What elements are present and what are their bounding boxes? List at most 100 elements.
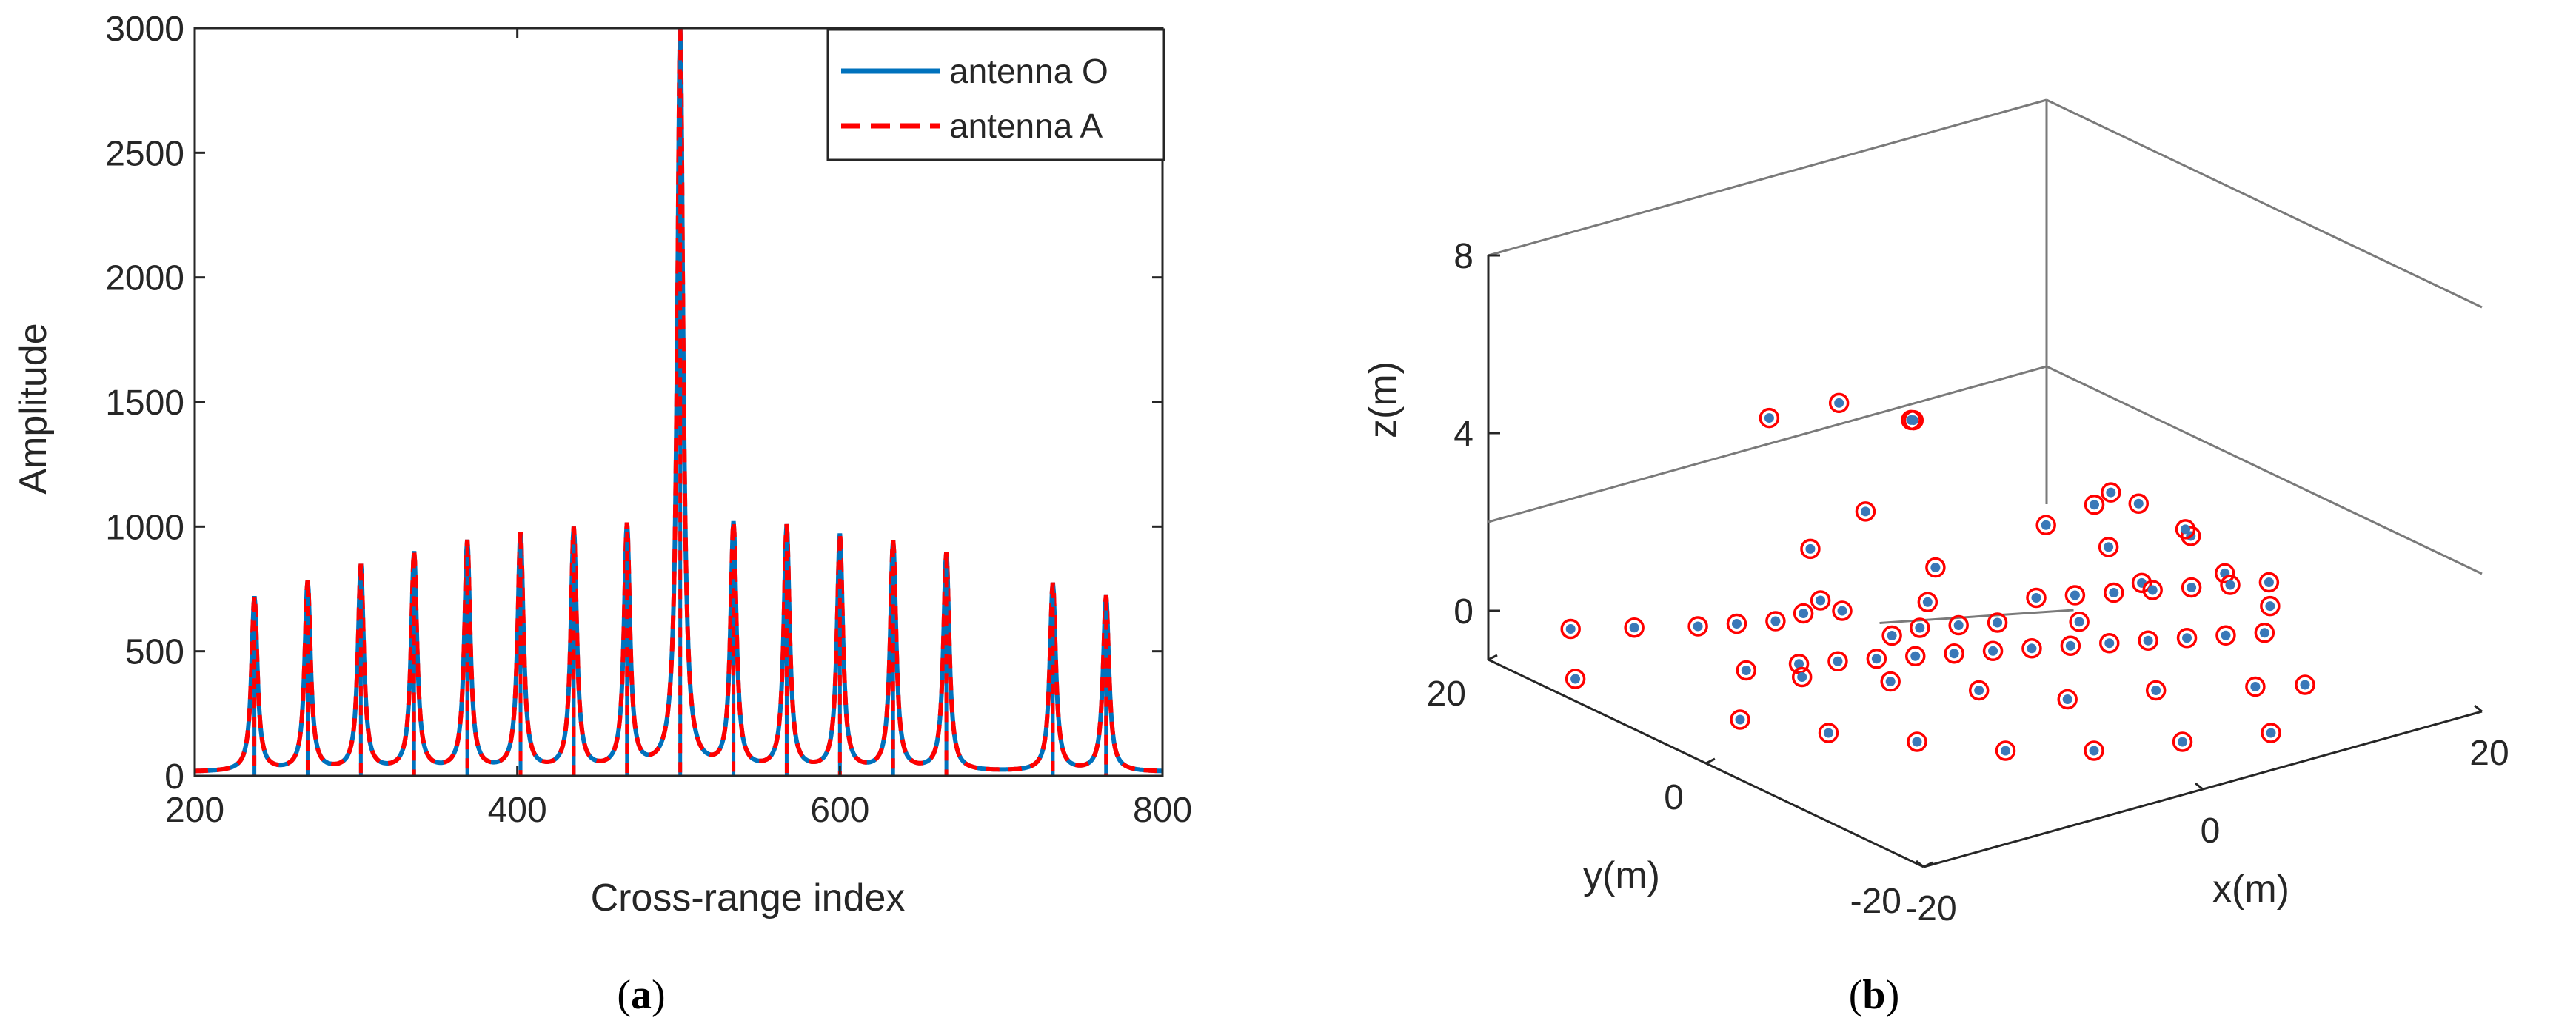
b-y-axis-label: y(m): [1583, 854, 1660, 897]
b-point-antenna-o: [2187, 583, 2197, 592]
b-point-antenna-a: [1880, 671, 1901, 692]
b-point-antenna-a: [2021, 638, 2042, 659]
b-point-antenna-a: [1759, 407, 1780, 429]
b-point-antenna-a: [2260, 595, 2281, 617]
b-point-antenna-a: [2215, 563, 2235, 584]
a-x-tick-label: 800: [1133, 791, 1192, 830]
a-x-tick-label: 200: [165, 791, 224, 830]
a-y-tick-label: 3000: [105, 10, 184, 49]
b-point-antenna-o: [1860, 506, 1870, 517]
b-point-antenna-a: [1800, 538, 1821, 560]
b-point-antenna-a: [2142, 580, 2163, 600]
b-3d-box: [1487, 98, 2483, 868]
b-point-antenna-o: [2143, 635, 2153, 646]
b-point-antenna-o: [2265, 601, 2275, 612]
a-legend-box: [826, 28, 1165, 161]
b-point-antenna-a: [2101, 482, 2121, 503]
b-point-antenna-a: [2026, 587, 2047, 609]
b-point-antenna-o: [2027, 643, 2037, 654]
b-point-antenna-o: [1799, 609, 1809, 618]
b-point-antenna-o: [2089, 746, 2099, 756]
b-point-antenna-o: [1885, 677, 1896, 686]
b-point-antenna-o: [2250, 682, 2261, 691]
b-point-antenna-a: [1907, 731, 1927, 752]
b-point-antenna-o: [1693, 621, 1703, 632]
a-caption-letter: a: [631, 972, 652, 1018]
b-point-antenna-a: [2069, 612, 2090, 632]
b-point-antenna-a: [1866, 649, 1887, 669]
b-point-antenna-a: [2261, 723, 2281, 743]
b-point-antenna-a: [1855, 501, 1876, 522]
b-point-antenna-o: [1824, 728, 1833, 738]
b-point-antenna-o: [1993, 617, 2003, 628]
panel-b: 0 4 8 -20 0 20 -20 0 20 x(m) y(m) z(m) (b): [1362, 98, 2509, 1018]
b-inner-segment: [1879, 609, 2074, 624]
a-legend-label-antenna-a: antenna A: [949, 107, 1103, 145]
b-point-antenna-a: [1791, 666, 1813, 688]
a-y-axis-label: Amplitude: [12, 323, 55, 494]
b-point-antenna-o: [2062, 694, 2072, 704]
b-point-antenna-o: [1949, 649, 1959, 659]
b-point-antenna-a: [2254, 623, 2275, 643]
b-point-antenna-a: [1736, 660, 1757, 681]
b-point-antenna-a: [1726, 613, 1747, 634]
b-point-antenna-a: [1903, 409, 1924, 431]
b-point-antenna-o: [1953, 620, 1964, 630]
b-point-antenna-o: [2090, 500, 2100, 510]
b-point-antenna-o: [2151, 686, 2161, 695]
b-point-antenna-a: [2245, 676, 2266, 697]
b-back-mid-edge-x: [2046, 365, 2483, 575]
b-point-antenna-o: [1834, 398, 1844, 408]
b-x-tick-mark: [2474, 704, 2483, 713]
b-point-antenna-a: [1810, 590, 1831, 611]
b-point-antenna-a: [2172, 731, 2193, 752]
a-x-tick-label: 400: [488, 791, 547, 830]
b-point-antenna-o: [2182, 633, 2192, 643]
b-point-antenna-o: [1887, 631, 1897, 640]
b-point-antenna-a: [2181, 526, 2201, 546]
b-point-antenna-a: [1881, 625, 1902, 646]
b-point-antenna-o: [1816, 595, 1826, 606]
b-point-antenna-o: [1974, 686, 1984, 695]
b-point-antenna-a: [2181, 577, 2202, 598]
a-y-tick-label: 500: [125, 633, 184, 672]
b-point-antenna-o: [2259, 628, 2269, 638]
b-point-antenna-o: [1794, 659, 1804, 669]
b-point-antenna-o: [1770, 616, 1781, 626]
b-point-antenna-a: [1982, 640, 2004, 661]
b-point-antenna-a: [1793, 603, 1814, 624]
b-point-antenna-o: [1565, 624, 1576, 634]
panel-a: 200 400 600 800 0 500 1000 1500 2000 2500 3000 Cro…: [12, 10, 1192, 1018]
b-point-antenna-o: [2104, 542, 2114, 552]
b-point-antenna-a: [2104, 582, 2124, 603]
b-point-antenna-o: [1732, 619, 1742, 629]
b-scatter-points: [1560, 392, 2315, 761]
b-x-tick-mark: [2195, 782, 2204, 791]
a-y-tick-label: 2000: [105, 259, 184, 298]
b-point-antenna-a: [1788, 654, 1810, 674]
b-point-antenna-o: [1908, 415, 1918, 426]
b-point-antenna-a: [1765, 611, 1786, 632]
b-point-antenna-a: [1687, 616, 1708, 637]
b-point-antenna-a: [2138, 630, 2158, 651]
a-x-tick-label: 600: [810, 791, 869, 830]
b-point-antenna-a: [2060, 635, 2081, 656]
b-point-antenna-a: [2145, 680, 2167, 701]
b-point-antenna-a: [1995, 740, 2016, 761]
b-z-tick-label: 8: [1453, 237, 1473, 276]
b-x-tick-mark: [1916, 860, 1924, 868]
b-point-antenna-a: [2220, 575, 2241, 595]
b-point-antenna-a: [1925, 557, 1946, 578]
b-point-antenna-o: [1764, 413, 1774, 423]
b-point-antenna-o: [1837, 606, 1847, 616]
b-point-antenna-a: [1917, 592, 1938, 612]
a-panel-caption: (a): [617, 972, 665, 1018]
b-point-antenna-o: [1871, 654, 1881, 664]
b-point-antenna-a: [1730, 709, 1750, 730]
b-point-antenna-a: [1905, 646, 1926, 666]
b-point-antenna-o: [1797, 672, 1807, 682]
b-point-antenna-o: [1833, 656, 1843, 666]
b-point-antenna-a: [2176, 628, 2198, 649]
b-point-antenna-a: [2099, 633, 2120, 654]
b-point-antenna-a: [2258, 572, 2280, 593]
